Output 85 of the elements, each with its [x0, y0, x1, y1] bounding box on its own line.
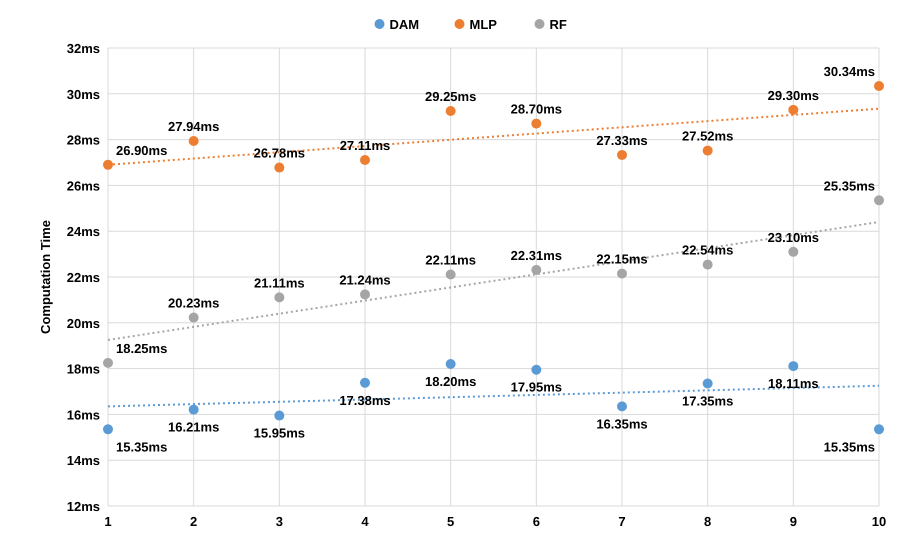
point [788, 104, 798, 115]
data-label: 18.11ms [768, 376, 819, 392]
y-tick-label: 28ms [66, 132, 100, 148]
x-tick-label: 1 [104, 514, 112, 529]
legend-label: RF [550, 17, 567, 32]
data-label: 29.30ms [768, 88, 819, 103]
data-label: 23.10ms [768, 230, 819, 245]
data-label: 18.20ms [425, 374, 476, 390]
point [446, 269, 456, 280]
y-tick-label: 32ms [66, 41, 100, 56]
x-tick-label: 2 [190, 514, 198, 529]
y-tick-label: 14ms [66, 453, 100, 468]
y-tick-label: 12ms [66, 499, 100, 514]
data-label: 16.35ms [596, 416, 648, 432]
point [188, 136, 199, 146]
point [188, 404, 199, 415]
data-label: 25.35ms [824, 178, 875, 194]
point [188, 312, 199, 323]
data-label: 29.25ms [425, 88, 476, 104]
y-tick-label: 24ms [66, 224, 100, 240]
x-tick-label: 8 [704, 514, 712, 529]
point [274, 292, 284, 302]
legend-label: DAM [390, 17, 420, 32]
point [874, 424, 884, 434]
point [274, 410, 284, 421]
data-label: 18.25ms [116, 340, 168, 356]
data-label: 27.11ms [340, 138, 390, 153]
point [702, 260, 713, 270]
point [617, 401, 627, 412]
data-label: 22.11ms [425, 252, 476, 268]
point [103, 424, 113, 434]
point [360, 154, 370, 165]
point [531, 118, 542, 129]
y-tick-label: 22ms [66, 270, 100, 285]
y-tick-label: 18ms [66, 362, 100, 377]
data-label: 17.95ms [510, 380, 562, 395]
x-tick-label: 9 [790, 514, 797, 529]
data-label: 15.95ms [254, 426, 305, 441]
legend-label: MLP [470, 17, 498, 32]
y-tick-label: 16ms [66, 407, 100, 422]
point [531, 364, 542, 375]
y-axis-title: Computation Time [38, 220, 53, 334]
data-label: 27.52ms [682, 128, 734, 144]
point [360, 378, 370, 388]
data-label: 28.70ms [510, 102, 562, 117]
x-tick-label: 6 [532, 514, 540, 529]
data-label: 20.23ms [168, 296, 220, 311]
x-tick-label: 3 [276, 514, 283, 529]
data-label: 30.34ms [824, 64, 875, 80]
point [531, 264, 542, 275]
data-label: 15.35ms [824, 439, 875, 454]
data-label: 26.90ms [116, 142, 168, 158]
data-label: 21.24ms [339, 272, 391, 288]
data-label: 26.78ms [254, 146, 305, 161]
point [617, 150, 627, 160]
x-tick-label: 5 [447, 514, 454, 529]
point [274, 162, 284, 173]
x-tick-label: 4 [361, 514, 370, 529]
data-label: 22.54ms [682, 242, 734, 258]
data-label: 16.21ms [168, 420, 220, 435]
point [360, 289, 370, 300]
data-label: 27.33ms [596, 132, 648, 148]
point [103, 358, 113, 368]
data-label: 21.11ms [254, 275, 305, 290]
point [874, 195, 884, 206]
point [617, 268, 627, 279]
y-tick-label: 26ms [66, 178, 100, 194]
point [702, 146, 713, 156]
y-tick-label: 30ms [66, 86, 100, 102]
point [446, 359, 456, 370]
point [446, 106, 456, 116]
point [788, 361, 798, 372]
data-label: 22.15ms [596, 252, 648, 267]
data-label: 22.31ms [510, 248, 562, 263]
data-label: 17.35ms [682, 393, 734, 408]
data-label: 27.94ms [168, 118, 220, 134]
point [874, 81, 884, 92]
y-tick-label: 20ms [66, 316, 100, 331]
point [702, 378, 713, 388]
point [103, 160, 113, 170]
x-tick-label: 7 [618, 514, 626, 529]
data-label: 15.35ms [116, 439, 168, 454]
x-tick-label: 10 [872, 514, 886, 529]
data-label: 17.38ms [339, 392, 391, 408]
point [788, 246, 798, 257]
